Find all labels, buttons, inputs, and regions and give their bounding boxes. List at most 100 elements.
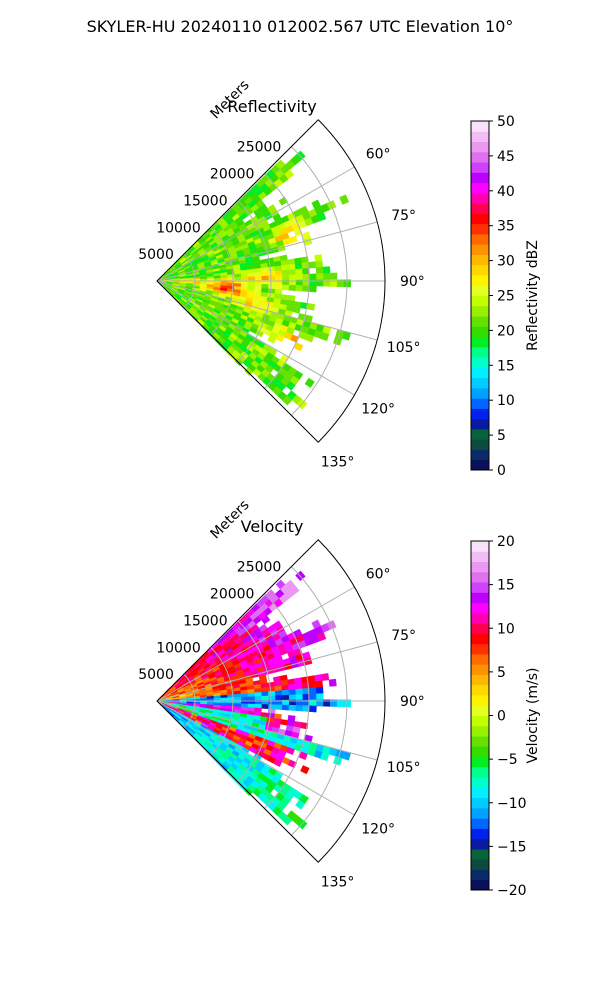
radar-cell — [294, 257, 303, 265]
radar-cell — [274, 270, 283, 276]
radar-cell — [281, 689, 290, 696]
radar-cell — [260, 687, 269, 693]
colorbar-swatch — [471, 859, 489, 870]
radar-cell — [328, 678, 337, 687]
colorbar-swatch — [471, 848, 489, 860]
radar-cell — [241, 696, 249, 701]
radar-cell — [339, 194, 350, 205]
azimuth-line — [156, 700, 378, 761]
radar-cell — [261, 271, 269, 277]
panel-title: Velocity — [241, 517, 304, 536]
radar-cell — [281, 284, 290, 291]
radar-cell — [261, 691, 269, 697]
radar-cell — [268, 284, 276, 290]
colorbar-swatch — [471, 233, 489, 245]
colorbar-swatch — [471, 623, 489, 634]
colorbar-swatch — [471, 264, 489, 276]
r-tick-label: 5000 — [138, 247, 174, 263]
colorbar-swatch — [471, 725, 489, 737]
colorbar-swatch — [471, 551, 489, 563]
radar-cell — [281, 704, 290, 711]
colorbar-swatch — [471, 449, 489, 461]
radar-cell — [314, 674, 323, 682]
colorbar-swatch — [471, 653, 489, 665]
colorbar-tick-label: 0 — [497, 463, 506, 479]
colorbar-swatch — [471, 162, 489, 173]
radar-cell — [316, 273, 324, 281]
colorbar-swatch — [471, 459, 489, 471]
colorbar-swatch — [471, 807, 489, 819]
r-tick-label: 20000 — [210, 587, 255, 603]
colorbar-tick-label: 20 — [497, 323, 515, 339]
theta-tick-label: 60° — [366, 566, 391, 582]
radar-cell — [295, 274, 304, 281]
radar-cell — [286, 746, 295, 755]
sector-frame — [156, 119, 386, 443]
radar-cell — [316, 693, 324, 701]
radar-cell — [275, 704, 283, 710]
colorbar: 0 5 10 15 20 25 30 35 40 45 50 Reflectivity dBZ — [470, 114, 541, 479]
sector-frame — [156, 539, 386, 863]
radar-cell — [275, 334, 285, 343]
radar-cell — [288, 274, 297, 281]
colorbar-swatch — [471, 582, 489, 593]
radar-cell — [240, 693, 249, 698]
radar-cell — [298, 751, 308, 761]
colorbar-swatch — [471, 223, 489, 235]
radar-cell — [234, 693, 242, 698]
azimuth-line — [156, 641, 378, 702]
theta-tick-label: 75° — [391, 208, 416, 224]
colorbar-swatch — [471, 612, 489, 624]
radar-cell — [284, 169, 295, 180]
radar-cell — [314, 254, 323, 262]
colorbar-swatch — [471, 151, 489, 163]
colorbar-swatch — [471, 367, 489, 379]
radar-cell — [254, 276, 263, 281]
radar-cell — [323, 272, 331, 281]
radar-cell — [200, 278, 208, 281]
azimuth-line — [156, 700, 355, 816]
radar-cell — [288, 263, 296, 271]
radar-cell — [295, 705, 304, 712]
radar-cell — [287, 678, 296, 686]
colorbar-swatch — [471, 192, 489, 204]
radar-cell — [320, 751, 330, 762]
radar-cell — [309, 687, 317, 695]
colorbar-label: Reflectivity dBZ — [525, 240, 541, 351]
radar-data — [158, 150, 352, 410]
radar-cell — [261, 284, 269, 290]
radar-cell — [234, 276, 242, 281]
velocity-panel: Velocity500010000150002000025000Meters60… — [138, 497, 541, 899]
colorbar-label: Velocity (m/s) — [525, 668, 541, 764]
radar-cell — [260, 267, 269, 273]
radar-cell — [206, 698, 215, 701]
radar-cell — [315, 260, 324, 268]
colorbar-swatch — [471, 664, 489, 675]
radar-cell — [288, 704, 297, 711]
colorbar-swatch — [471, 254, 489, 266]
azimuth-line — [156, 221, 378, 282]
radar-cell — [261, 695, 269, 701]
colorbar-tick-label: 30 — [497, 254, 515, 270]
radar-cell — [267, 335, 277, 344]
radar-cell — [295, 268, 303, 275]
r-tick-label: 15000 — [183, 193, 228, 209]
radar-cell — [315, 680, 324, 688]
radar-cell — [287, 258, 296, 266]
colorbar-swatch — [471, 694, 489, 706]
radar-cell — [295, 799, 306, 810]
radar-cell — [315, 266, 324, 274]
radar-cell — [254, 692, 262, 697]
colorbar-swatch — [471, 766, 489, 778]
colorbar-swatch — [471, 305, 489, 317]
radar-cell — [254, 272, 262, 277]
theta-tick-label: 105° — [387, 340, 421, 356]
radar-cell — [288, 269, 297, 276]
radar-cell — [240, 273, 249, 278]
colorbar-tick-label: 50 — [497, 114, 515, 130]
colorbar-swatch — [471, 131, 489, 143]
colorbar-swatch — [471, 777, 489, 788]
colorbar: −20 −15 −10 −5 0 5 10 15 20 Velocity (m/s) — [470, 534, 541, 899]
radar-cell — [274, 685, 283, 692]
